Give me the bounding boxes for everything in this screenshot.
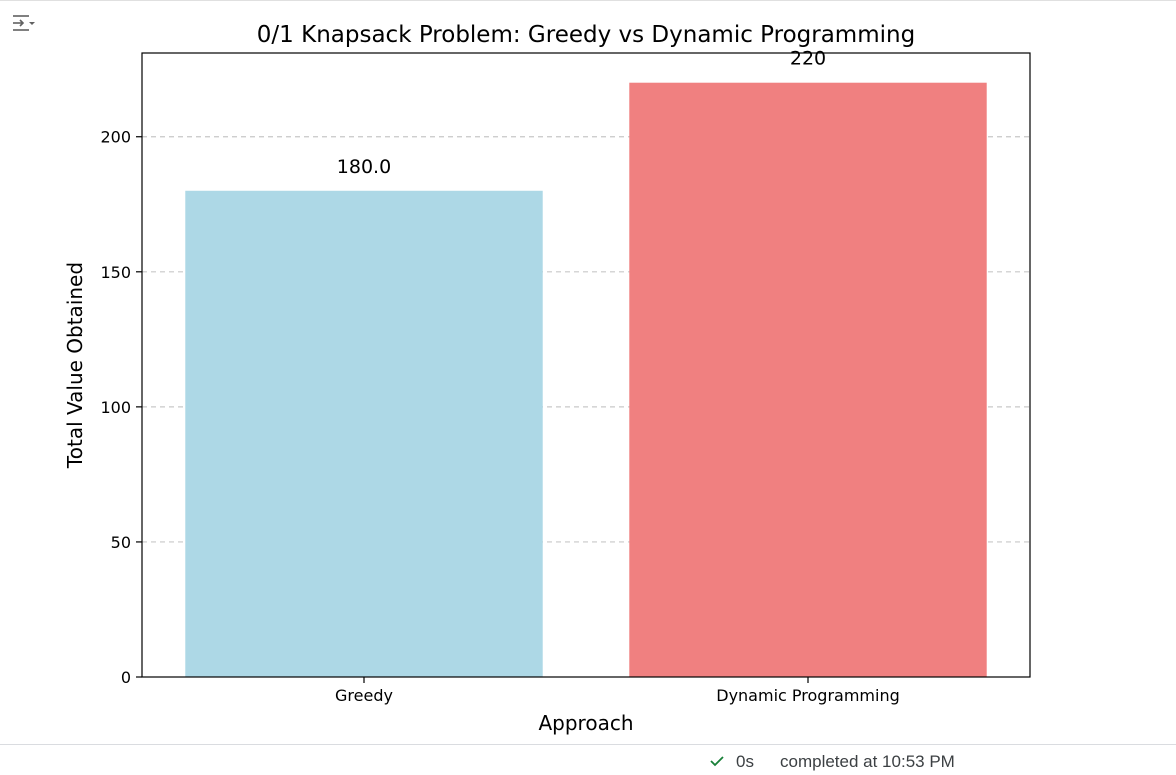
bar-dynamic-programming [629,82,987,677]
y-ticks: 0 50 100 150 200 [100,128,142,687]
y-tick-label: 50 [111,533,131,552]
chart-title: 0/1 Knapsack Problem: Greedy vs Dynamic … [257,22,915,48]
bar-chart: 0 50 100 150 200 Greedy Dynamic Programming 1… [63,22,1031,735]
y-tick-label: 200 [100,128,131,147]
bar-greedy [185,190,543,677]
check-icon [710,756,724,767]
output-collapse-icon[interactable] [8,10,38,36]
value-labels: 180.0 220 [337,48,826,178]
x-tick-label: Dynamic Programming [716,686,899,705]
status-bar [0,744,1176,775]
y-axis-label: Total Value Obtained [63,262,87,469]
execution-duration: 0s [736,752,754,771]
value-label: 220 [790,48,826,70]
bars [185,82,987,677]
y-tick-label: 150 [100,263,131,282]
x-tick-label: Greedy [335,686,393,705]
plot-frame [141,52,1031,678]
x-axis-label: Approach [538,711,633,735]
cell-top-border [0,0,1176,1]
value-label: 180.0 [337,156,391,178]
y-tick-label: 0 [121,668,131,687]
execution-status: completed at 10:53 PM [780,752,955,771]
x-ticks: Greedy Dynamic Programming [335,677,900,705]
y-tick-label: 100 [100,398,131,417]
